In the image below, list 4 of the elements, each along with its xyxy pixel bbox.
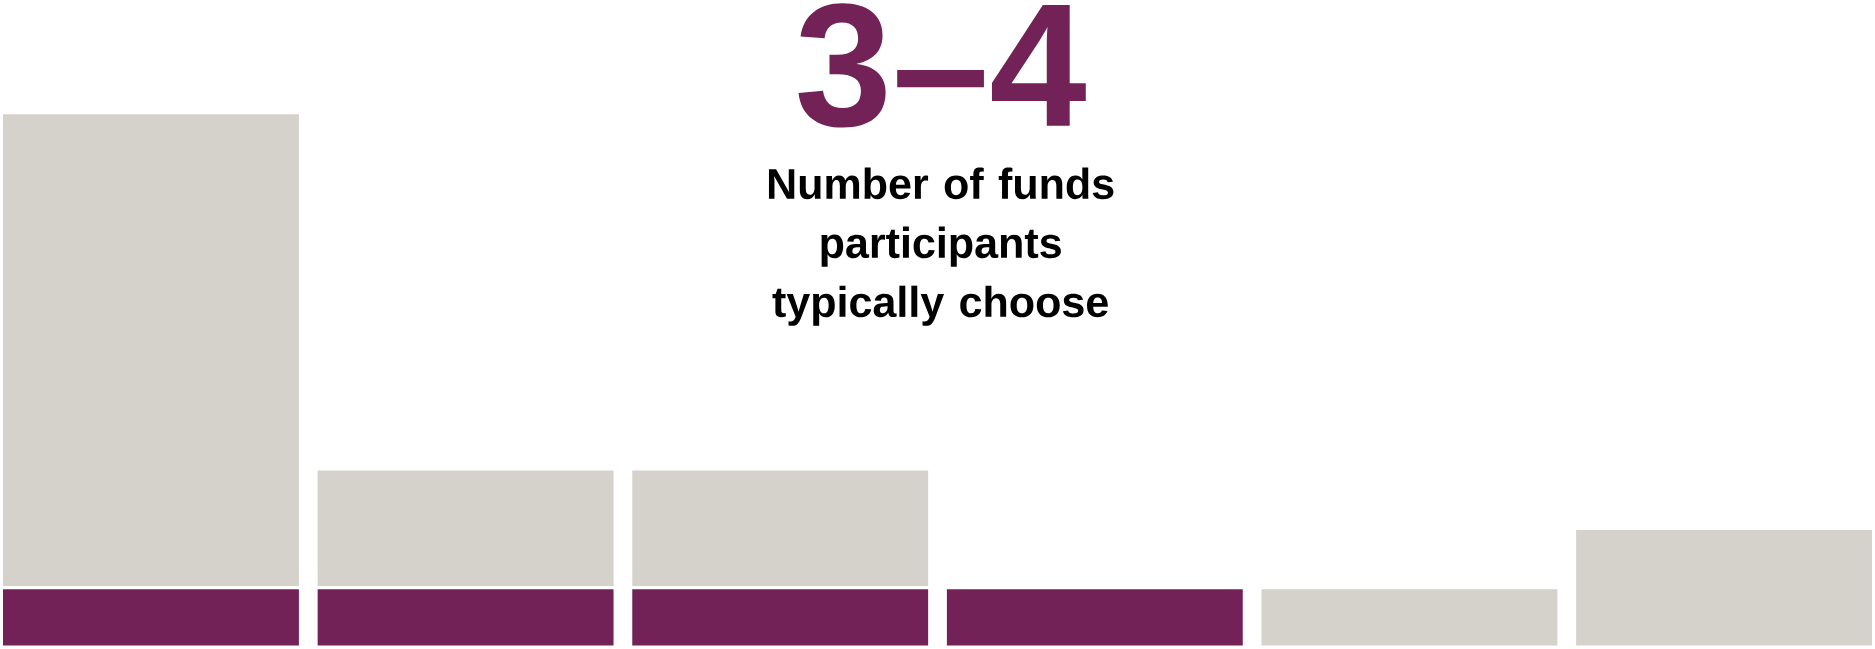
- text: Number of funds participants typically choose: [768, 167, 1114, 327]
- bar: [1573, 527, 1875, 649]
- bar: [0, 586, 302, 649]
- chart-title: 3–4: [798, 3, 1086, 128]
